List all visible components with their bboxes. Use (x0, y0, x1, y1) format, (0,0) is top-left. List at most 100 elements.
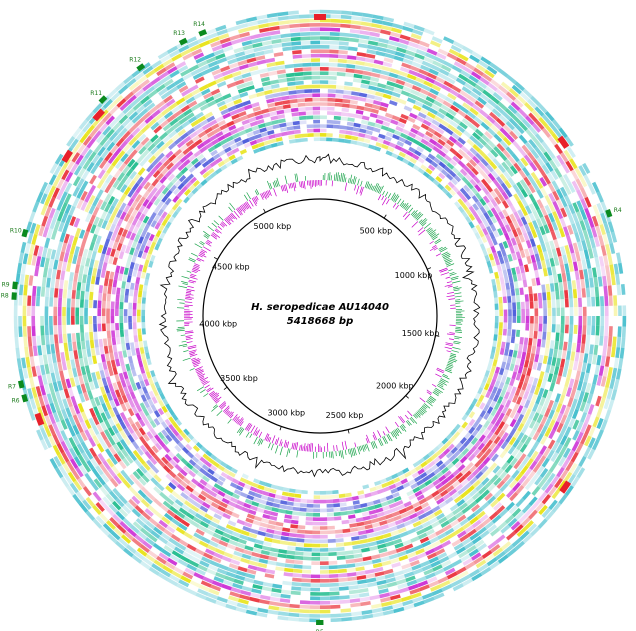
ring-segment (310, 583, 320, 587)
ring-segment (97, 169, 106, 179)
ring-segment (421, 84, 432, 92)
ring-segment (135, 105, 146, 115)
ring-segment (559, 435, 568, 446)
ring-segment (421, 592, 434, 600)
ring-segment (320, 31, 330, 36)
ring-segment (259, 127, 267, 133)
ring-segment (54, 288, 59, 298)
gc-skew-bar (373, 440, 378, 449)
ring-segment (150, 76, 161, 86)
ring-segment (348, 514, 356, 520)
ring-segment (89, 283, 95, 293)
gc-skew-bar (387, 433, 393, 442)
ring-segment (351, 86, 361, 92)
ring-segment (506, 356, 512, 364)
ring-segment (506, 133, 515, 143)
ring-segment (162, 58, 174, 67)
ring-segment (320, 137, 327, 142)
ring-segment (112, 279, 118, 288)
ring-segment (171, 518, 181, 527)
ring-segment (359, 88, 369, 94)
ring-segment (230, 587, 242, 594)
ring-segment (288, 139, 296, 144)
ring-segment (466, 473, 475, 482)
ring-segment (48, 207, 56, 219)
ring-segment (384, 53, 395, 59)
ring-segment (555, 219, 563, 230)
ring-segment (519, 373, 526, 383)
ring-segment (514, 387, 521, 397)
ring-segment (397, 550, 407, 557)
ring-segment (497, 101, 508, 111)
ring-segment (266, 62, 276, 68)
gc-skew-bar (327, 442, 329, 452)
ring-segment (490, 527, 500, 537)
ring-segment (457, 514, 467, 523)
ring-segment (266, 98, 275, 104)
gc-skew-bar (449, 332, 455, 334)
ring-segment (580, 209, 588, 221)
ring-segment (551, 357, 557, 366)
ring-segment (320, 556, 329, 561)
ring-segment (438, 463, 447, 471)
ring-segment (16, 262, 22, 274)
ring-segment (108, 446, 117, 456)
ring-segment (262, 581, 273, 588)
ring-segment (192, 552, 203, 560)
ring-segment (484, 492, 493, 502)
ring-segment (589, 383, 596, 395)
ring-segment (245, 16, 258, 23)
ring-segment (121, 504, 132, 515)
ring-segment (165, 485, 174, 494)
ring-segment (559, 176, 568, 187)
ring-segment (383, 116, 392, 123)
ring-segment (503, 255, 509, 263)
ring-segment (441, 187, 449, 195)
ring-segment (165, 98, 176, 107)
ring-segment (48, 174, 57, 186)
ring-segment (504, 443, 512, 453)
ring-segment (400, 512, 409, 519)
ring-segment (602, 387, 609, 398)
ring-segment (560, 424, 568, 435)
ring-segment (293, 498, 301, 503)
ring-segment (123, 155, 133, 165)
ring-segment (115, 510, 126, 521)
ring-segment (233, 527, 243, 534)
ring-segment (139, 158, 148, 167)
ring-segment (499, 139, 509, 149)
ring-segment (115, 111, 126, 122)
gc-skew-bar (338, 174, 341, 182)
ring-segment (446, 139, 455, 147)
ring-segment (524, 141, 534, 152)
ring-segment (500, 440, 509, 450)
ring-segment (241, 138, 250, 145)
ring-segment (165, 189, 173, 198)
ring-segment (463, 153, 472, 162)
ring-segment (158, 400, 165, 408)
ring-segment (92, 206, 100, 217)
ring-segment (564, 244, 571, 255)
ring-segment (490, 425, 498, 434)
ring-segment (65, 171, 74, 183)
ring-segment (146, 406, 154, 415)
ring-segment (119, 387, 126, 397)
ring-segment (188, 64, 199, 73)
ring-segment (177, 182, 185, 191)
ring-segment (545, 124, 555, 136)
ring-segment (138, 264, 144, 272)
ring-segment (227, 105, 237, 112)
ring-segment (346, 505, 355, 511)
ring-segment (569, 324, 574, 334)
ring-segment (561, 272, 567, 282)
ring-segment (603, 255, 609, 266)
ring-segment (367, 505, 376, 511)
ring-segment (618, 358, 624, 370)
ring-segment (494, 205, 502, 214)
ring-segment (107, 468, 117, 478)
ring-segment (509, 165, 518, 175)
ring-segment (132, 470, 141, 480)
ring-segment (44, 363, 50, 375)
ring-segment (89, 339, 95, 349)
ring-segment (586, 297, 591, 307)
